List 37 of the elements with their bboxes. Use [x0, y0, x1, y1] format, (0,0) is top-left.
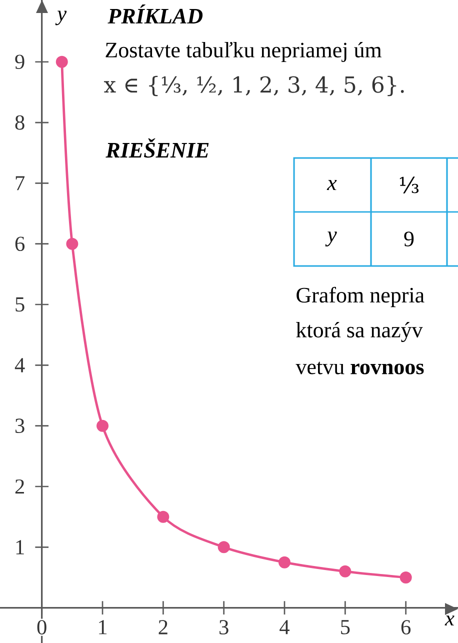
annotation: Grafom nepria: [296, 286, 424, 308]
annotation: ktorá sa nazýv: [296, 322, 423, 342]
x-tick-label: 4: [280, 620, 290, 634]
point: [96, 420, 109, 432]
point: [218, 541, 230, 554]
y-tick-label: 8: [15, 115, 24, 130]
y-tick-label: 4: [14, 358, 25, 372]
x-tick-label: 1: [99, 620, 107, 634]
y-axis-title: y: [55, 10, 67, 26]
annotation: x: [326, 180, 337, 190]
annotation: y: [325, 232, 337, 246]
x-tick-label: 6: [401, 620, 411, 634]
point: [66, 238, 78, 250]
x-tick-label: 5: [341, 620, 350, 634]
point: [157, 510, 170, 523]
annotation: vetvu rovnoos: [296, 362, 424, 374]
y-tick-label: 6: [15, 236, 25, 252]
annotation: Zostavte tabuľku nepriamej úm: [106, 42, 382, 62]
point: [339, 565, 352, 578]
point: [56, 56, 68, 68]
point: [278, 556, 291, 568]
annotation: 9: [404, 232, 414, 246]
y-tick-label: 7: [16, 176, 25, 190]
x-tick-label: 0: [37, 620, 46, 634]
x-axis-title: x: [444, 616, 454, 626]
annotation: ⅓: [400, 176, 419, 194]
y-tick-label: 3: [16, 418, 24, 434]
annotation: RIEŠENIE: [106, 138, 209, 158]
annotation: PRÍKLAD: [108, 4, 203, 24]
y-tick-label: 9: [15, 54, 24, 70]
y-tick-label: 5: [16, 297, 24, 312]
x-tick-label: 2: [158, 620, 168, 634]
annotation: x ∈ {⅓, ½, 1, 2, 3, 4, 5, 6}.: [104, 76, 404, 96]
y-tick-label: 1: [16, 540, 24, 554]
y-tick-label: 2: [15, 479, 24, 494]
x-tick-label: 3: [220, 620, 228, 634]
point: [400, 571, 412, 584]
